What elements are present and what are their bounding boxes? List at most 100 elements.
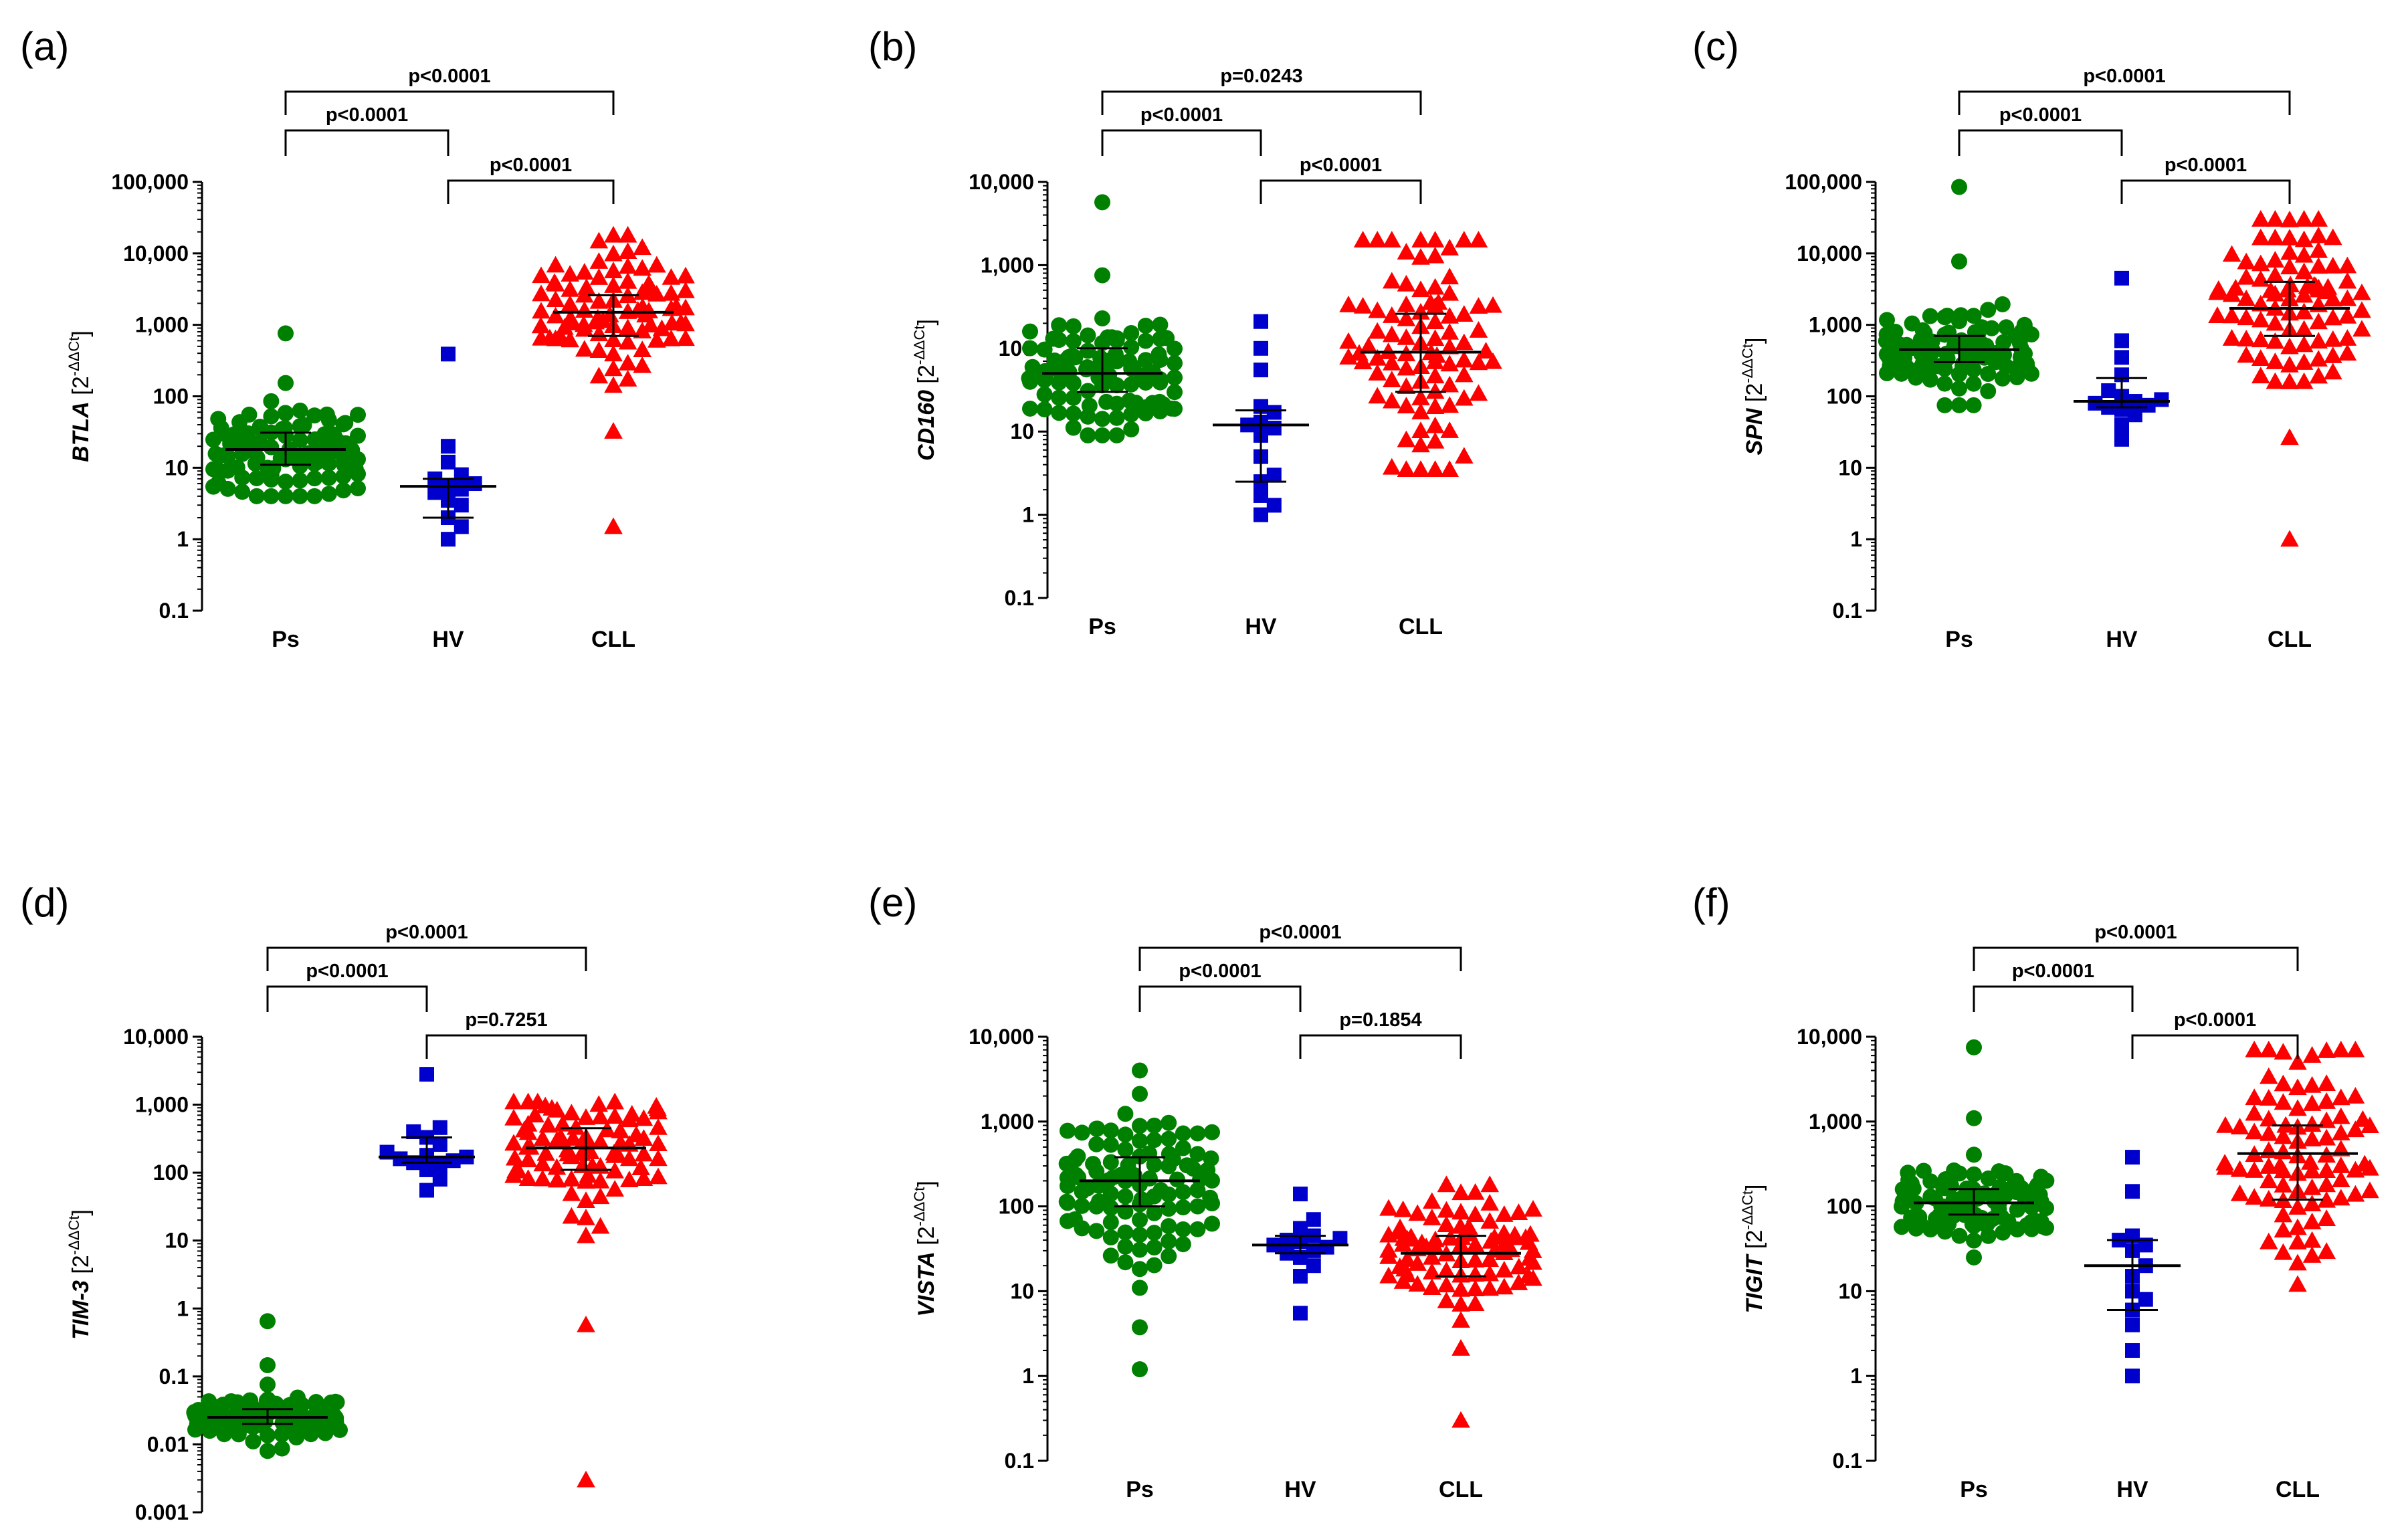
- data-point: [2302, 1094, 2322, 1111]
- data-point: [1951, 1227, 1968, 1244]
- data-point: [1167, 354, 1183, 371]
- data-point: [260, 1377, 276, 1393]
- data-point: [2309, 332, 2328, 349]
- p-value-label: p<0.0001: [1179, 960, 1261, 982]
- data-point: [1117, 1203, 1134, 1220]
- y-tick-label: 100,000: [1785, 170, 1862, 194]
- data-point: [1425, 397, 1445, 414]
- data-point: [1081, 397, 1098, 414]
- y-axis-label: VISTA [2-ΔΔCt]: [911, 1181, 939, 1317]
- data-point: [2317, 1191, 2336, 1208]
- data-point: [2317, 1175, 2336, 1193]
- data-point: [1423, 1278, 1441, 1295]
- x-tick-label: HV: [2116, 1477, 2148, 1502]
- data-point: [2245, 1161, 2264, 1178]
- panel-label: (e): [868, 880, 917, 925]
- data-point: [2266, 372, 2285, 389]
- data-point: [1518, 1266, 1538, 1284]
- data-point: [1466, 1294, 1485, 1312]
- y-tick-label: 10,000: [1797, 241, 1862, 266]
- y-tick-label: 1: [177, 527, 189, 551]
- data-point: [2245, 1122, 2264, 1140]
- data-point: [649, 1118, 668, 1135]
- data-point: [1102, 1199, 1119, 1216]
- data-point: [1175, 1184, 1191, 1201]
- y-tick-label: 0.1: [1833, 1449, 1862, 1473]
- y-axis-label: TIGIT [2-ΔΔCt]: [1739, 1185, 1767, 1314]
- data-point: [1426, 1230, 1445, 1247]
- data-point: [1132, 1062, 1148, 1079]
- y-tick-label: 0.1: [1833, 599, 1862, 623]
- data-point: [1339, 332, 1358, 349]
- data-point: [2280, 243, 2299, 260]
- data-point: [1455, 305, 1474, 322]
- x-tick-label: CLL: [1399, 614, 1443, 639]
- significance-bracket: [266, 985, 428, 1012]
- data-point: [1411, 389, 1430, 405]
- data-point: [2294, 210, 2314, 227]
- series-Ps: [1878, 179, 2039, 413]
- data-point: [1102, 1247, 1119, 1264]
- data-point: [2352, 320, 2371, 337]
- data-point: [1102, 1229, 1119, 1246]
- y-tick-label: 0.1: [159, 599, 189, 623]
- data-point: [1368, 387, 1387, 404]
- data-point: [1437, 1276, 1456, 1293]
- data-point: [1167, 369, 1183, 386]
- data-point: [1455, 350, 1474, 368]
- data-point: [633, 356, 651, 373]
- data-point: [432, 1171, 447, 1187]
- data-point: [1383, 325, 1401, 342]
- data-point: [2274, 1205, 2293, 1223]
- data-point: [1440, 268, 1459, 285]
- data-point: [1973, 319, 1990, 336]
- data-point: [441, 346, 456, 362]
- data-point: [1175, 1236, 1191, 1253]
- data-point: [2346, 1040, 2365, 1057]
- data-point: [320, 486, 337, 502]
- data-point: [1951, 253, 1967, 270]
- data-point: [589, 268, 609, 285]
- data-point: [2288, 1218, 2307, 1235]
- data-point: [647, 330, 666, 348]
- data-point: [579, 1166, 597, 1183]
- data-point: [528, 1092, 547, 1110]
- data-point: [1408, 1204, 1427, 1221]
- data-point: [561, 295, 579, 312]
- data-point: [308, 1394, 324, 1411]
- gene-name: BTLA: [68, 401, 94, 462]
- data-point: [318, 406, 335, 423]
- data-point: [2317, 1161, 2336, 1179]
- data-point: [605, 1144, 623, 1160]
- data-point: [518, 1169, 538, 1186]
- data-point: [1440, 337, 1459, 354]
- series-HV: [1213, 314, 1309, 522]
- data-point: [2266, 251, 2285, 268]
- data-point: [2318, 278, 2338, 295]
- data-point: [252, 434, 268, 451]
- data-point: [2288, 1099, 2307, 1116]
- data-point: [589, 231, 609, 249]
- data-point: [2251, 310, 2270, 328]
- data-point: [1951, 179, 1967, 195]
- x-tick-label: Ps: [1088, 614, 1116, 639]
- data-point: [2309, 367, 2328, 384]
- data-point: [2033, 1169, 2049, 1185]
- data-point: [441, 454, 456, 470]
- data-point: [2230, 1118, 2249, 1134]
- data-point: [2302, 1130, 2322, 1146]
- data-point: [1992, 1179, 2009, 1195]
- data-point: [2274, 1176, 2293, 1193]
- y-unit: [2: [1742, 383, 1767, 409]
- data-point: [1425, 431, 1445, 449]
- data-point: [2127, 407, 2142, 423]
- data-point: [1509, 1274, 1528, 1290]
- y-unit-close: ]: [68, 330, 94, 336]
- data-point: [1455, 333, 1474, 350]
- data-point: [589, 341, 609, 358]
- data-point: [2338, 329, 2357, 346]
- x-tick-label: Ps: [1960, 1477, 1988, 1502]
- data-point: [1440, 239, 1459, 256]
- data-point: [604, 421, 623, 439]
- significance-bracket: [1973, 946, 2299, 971]
